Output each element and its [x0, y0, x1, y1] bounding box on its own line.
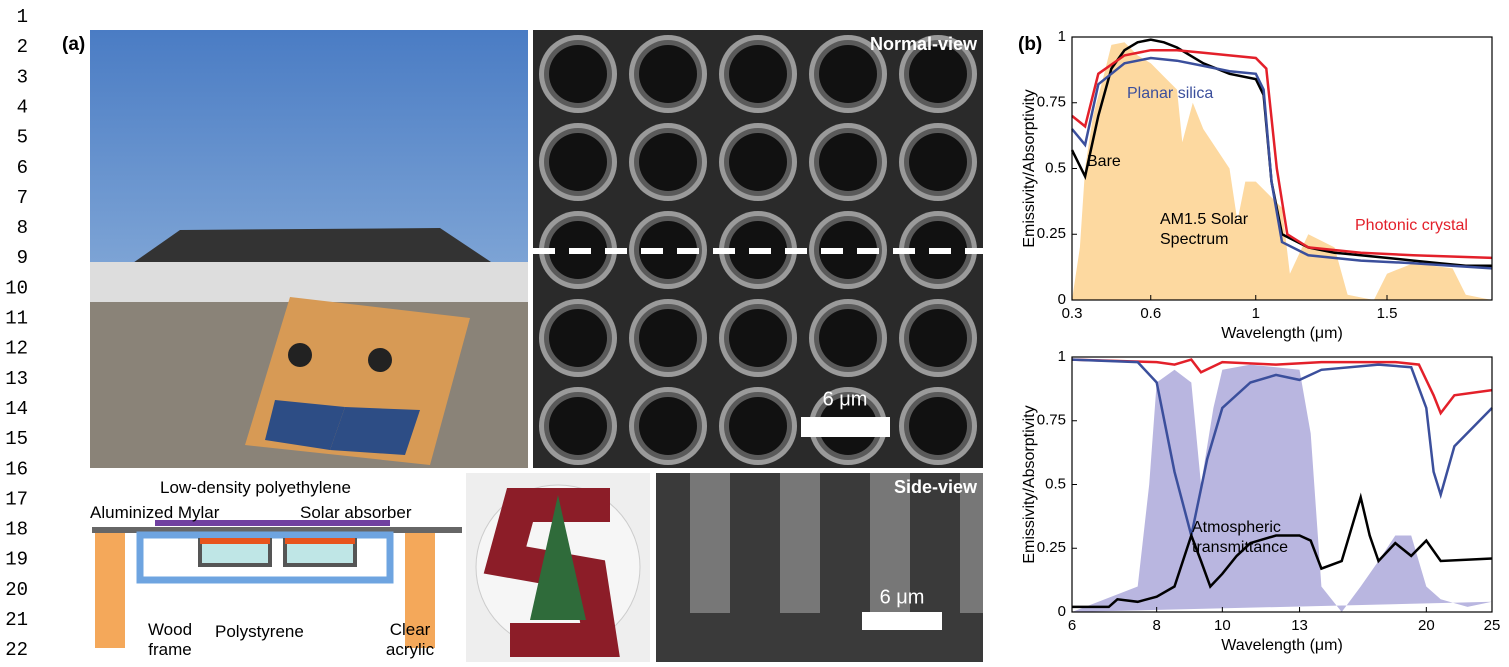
line-number: 13 [5, 368, 28, 390]
x-tick-label: 25 [1484, 617, 1501, 634]
sem-title: Normal-view [870, 34, 978, 54]
y-tick-label: 0.75 [1037, 94, 1066, 111]
x-tick-label: 10 [1214, 617, 1231, 634]
line-number: 22 [5, 639, 28, 661]
series-label: Planar silica [1127, 84, 1247, 104]
y-axis-label: Emissivity/Absorptivity [1021, 89, 1038, 247]
x-tick-label: 0.6 [1140, 305, 1161, 322]
diagram-label: Low-density polyethylene [160, 478, 351, 498]
line-number: 10 [5, 277, 28, 299]
area [1072, 365, 1492, 612]
line-number: 19 [5, 549, 28, 571]
series-label: Photonic crystal [1355, 216, 1495, 236]
x-tick-label: 8 [1152, 617, 1160, 634]
diagram-label: Solar absorber [300, 503, 412, 523]
y-tick-label: 1 [1058, 28, 1066, 45]
diagram-label: Wood frame [145, 620, 195, 660]
line-number: 20 [5, 579, 28, 601]
x-tick-label: 6 [1068, 617, 1076, 634]
line-number: 16 [5, 458, 28, 480]
y-axis-label: Emissivity/Absorptivity [1021, 405, 1038, 563]
diagram-label: Polystyrene [215, 622, 304, 642]
panel-label: (b) [1018, 34, 1042, 55]
diagram-label: Aluminized Mylar [90, 503, 219, 523]
line-number: 7 [17, 187, 28, 209]
series-label: Bare [1087, 152, 1147, 172]
x-tick-label: 0.3 [1062, 305, 1083, 322]
y-tick-label: 0.75 [1037, 412, 1066, 429]
line-number: 14 [5, 398, 28, 420]
figure: Normal-view 6 μm Side-view 6 μm (a) (b) … [0, 0, 1509, 662]
line-number: 15 [5, 428, 28, 450]
panel-label: (a) [62, 34, 85, 55]
y-tick-label: 0.25 [1037, 225, 1066, 242]
series-label: Atmospheric transmittance [1192, 518, 1312, 558]
y-tick-label: 0.5 [1045, 475, 1066, 492]
sem-side [656, 473, 983, 662]
rooftop-photo [90, 30, 528, 468]
line-number: 18 [5, 519, 28, 541]
line-number: 2 [17, 36, 28, 58]
figure-canvas: Normal-view 6 μm Side-view 6 μm (a) (b) … [0, 0, 1509, 662]
line-number: 12 [5, 338, 28, 360]
line-number: 3 [17, 66, 28, 88]
x-tick-label: 1 [1252, 305, 1260, 322]
x-axis-label: Wavelength (μm) [1221, 325, 1343, 342]
logo-photo [466, 473, 650, 662]
y-tick-label: 0.5 [1045, 159, 1066, 176]
line-number: 4 [17, 96, 28, 118]
series-label: AM1.5 Solar Spectrum [1160, 210, 1300, 250]
y-tick-label: 1 [1058, 348, 1066, 365]
sem-title: Side-view [894, 477, 978, 497]
line-number: 6 [17, 157, 28, 179]
x-tick-label: 13 [1291, 617, 1308, 634]
line-number: 21 [5, 609, 28, 631]
line-number: 9 [17, 247, 28, 269]
x-axis-label: Wavelength (μm) [1221, 637, 1343, 654]
line-number: 11 [5, 308, 28, 330]
line-number: 17 [5, 488, 28, 510]
line-number: 1 [17, 6, 28, 28]
x-tick-label: 1.5 [1377, 305, 1398, 322]
scale-label: 6 μm [823, 388, 868, 410]
x-tick-label: 20 [1418, 617, 1435, 634]
line-number: 5 [17, 127, 28, 149]
diagram-label: Clear acrylic [380, 620, 440, 660]
y-tick-label: 0 [1058, 603, 1066, 620]
line-number: 8 [17, 217, 28, 239]
sem-normal [533, 30, 983, 468]
y-tick-label: 0.25 [1037, 539, 1066, 556]
scale-label: 6 μm [880, 586, 925, 608]
